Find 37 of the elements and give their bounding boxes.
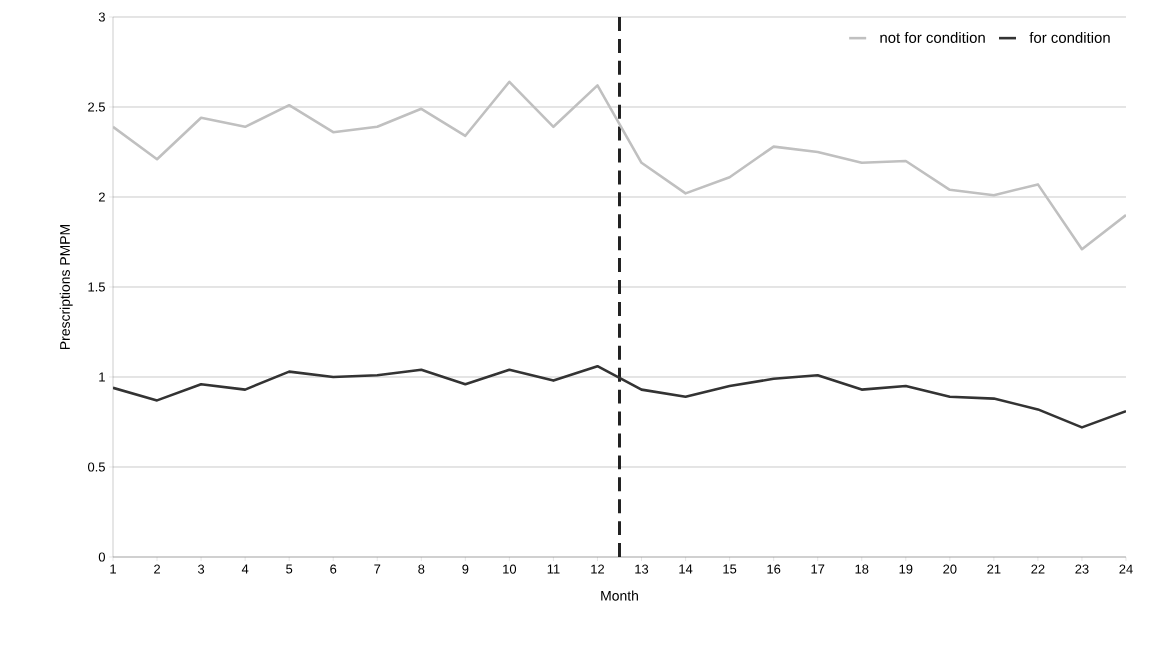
x-tick-label: 10 xyxy=(503,564,517,574)
x-tick-label: 18 xyxy=(855,564,869,574)
x-tick-label: 13 xyxy=(635,564,649,574)
x-tick-label: 21 xyxy=(987,564,1001,574)
line-series xyxy=(113,364,1126,429)
x-axis-title: Month xyxy=(601,590,638,601)
y-tick-label: 0 xyxy=(98,552,105,562)
x-tick-label: 17 xyxy=(811,564,825,574)
x-tick-label: 7 xyxy=(374,564,381,574)
y-tick-label: 1.5 xyxy=(88,282,105,292)
y-axis-title: Prescriptions PMPM xyxy=(59,224,73,350)
x-tick-label: 8 xyxy=(418,564,425,574)
x-tick-label: 5 xyxy=(286,564,293,574)
x-tick-label: 3 xyxy=(197,564,205,574)
y-tick-label: 0.5 xyxy=(87,462,105,472)
x-tick-label: 23 xyxy=(1075,564,1089,574)
x-tick-label: 2 xyxy=(154,564,160,574)
x-tick-label: 6 xyxy=(330,564,337,574)
x-tick-label: 20 xyxy=(943,564,957,574)
line-series xyxy=(113,80,1126,251)
x-tick-label: 11 xyxy=(547,564,560,574)
y-tick-label: 3 xyxy=(98,12,105,22)
legend-label: not for condition xyxy=(880,31,985,43)
x-tick-label: 9 xyxy=(462,564,469,574)
legend-label: for condition xyxy=(1029,31,1110,43)
x-tick-label: 24 xyxy=(1119,564,1133,574)
x-tick-label: 14 xyxy=(679,564,693,574)
x-tick-label: 22 xyxy=(1031,564,1045,574)
x-tick-label: 1 xyxy=(110,564,116,574)
y-tick-label: 2.5 xyxy=(88,102,105,112)
x-tick-label: 15 xyxy=(723,564,737,574)
y-tick-label: 1 xyxy=(99,372,105,382)
x-tick-label: 16 xyxy=(767,564,781,574)
x-tick-label: 4 xyxy=(241,564,249,574)
x-tick-label: 12 xyxy=(591,564,605,574)
y-tick-label: 2 xyxy=(98,192,105,202)
x-tick-label: 19 xyxy=(899,564,913,574)
